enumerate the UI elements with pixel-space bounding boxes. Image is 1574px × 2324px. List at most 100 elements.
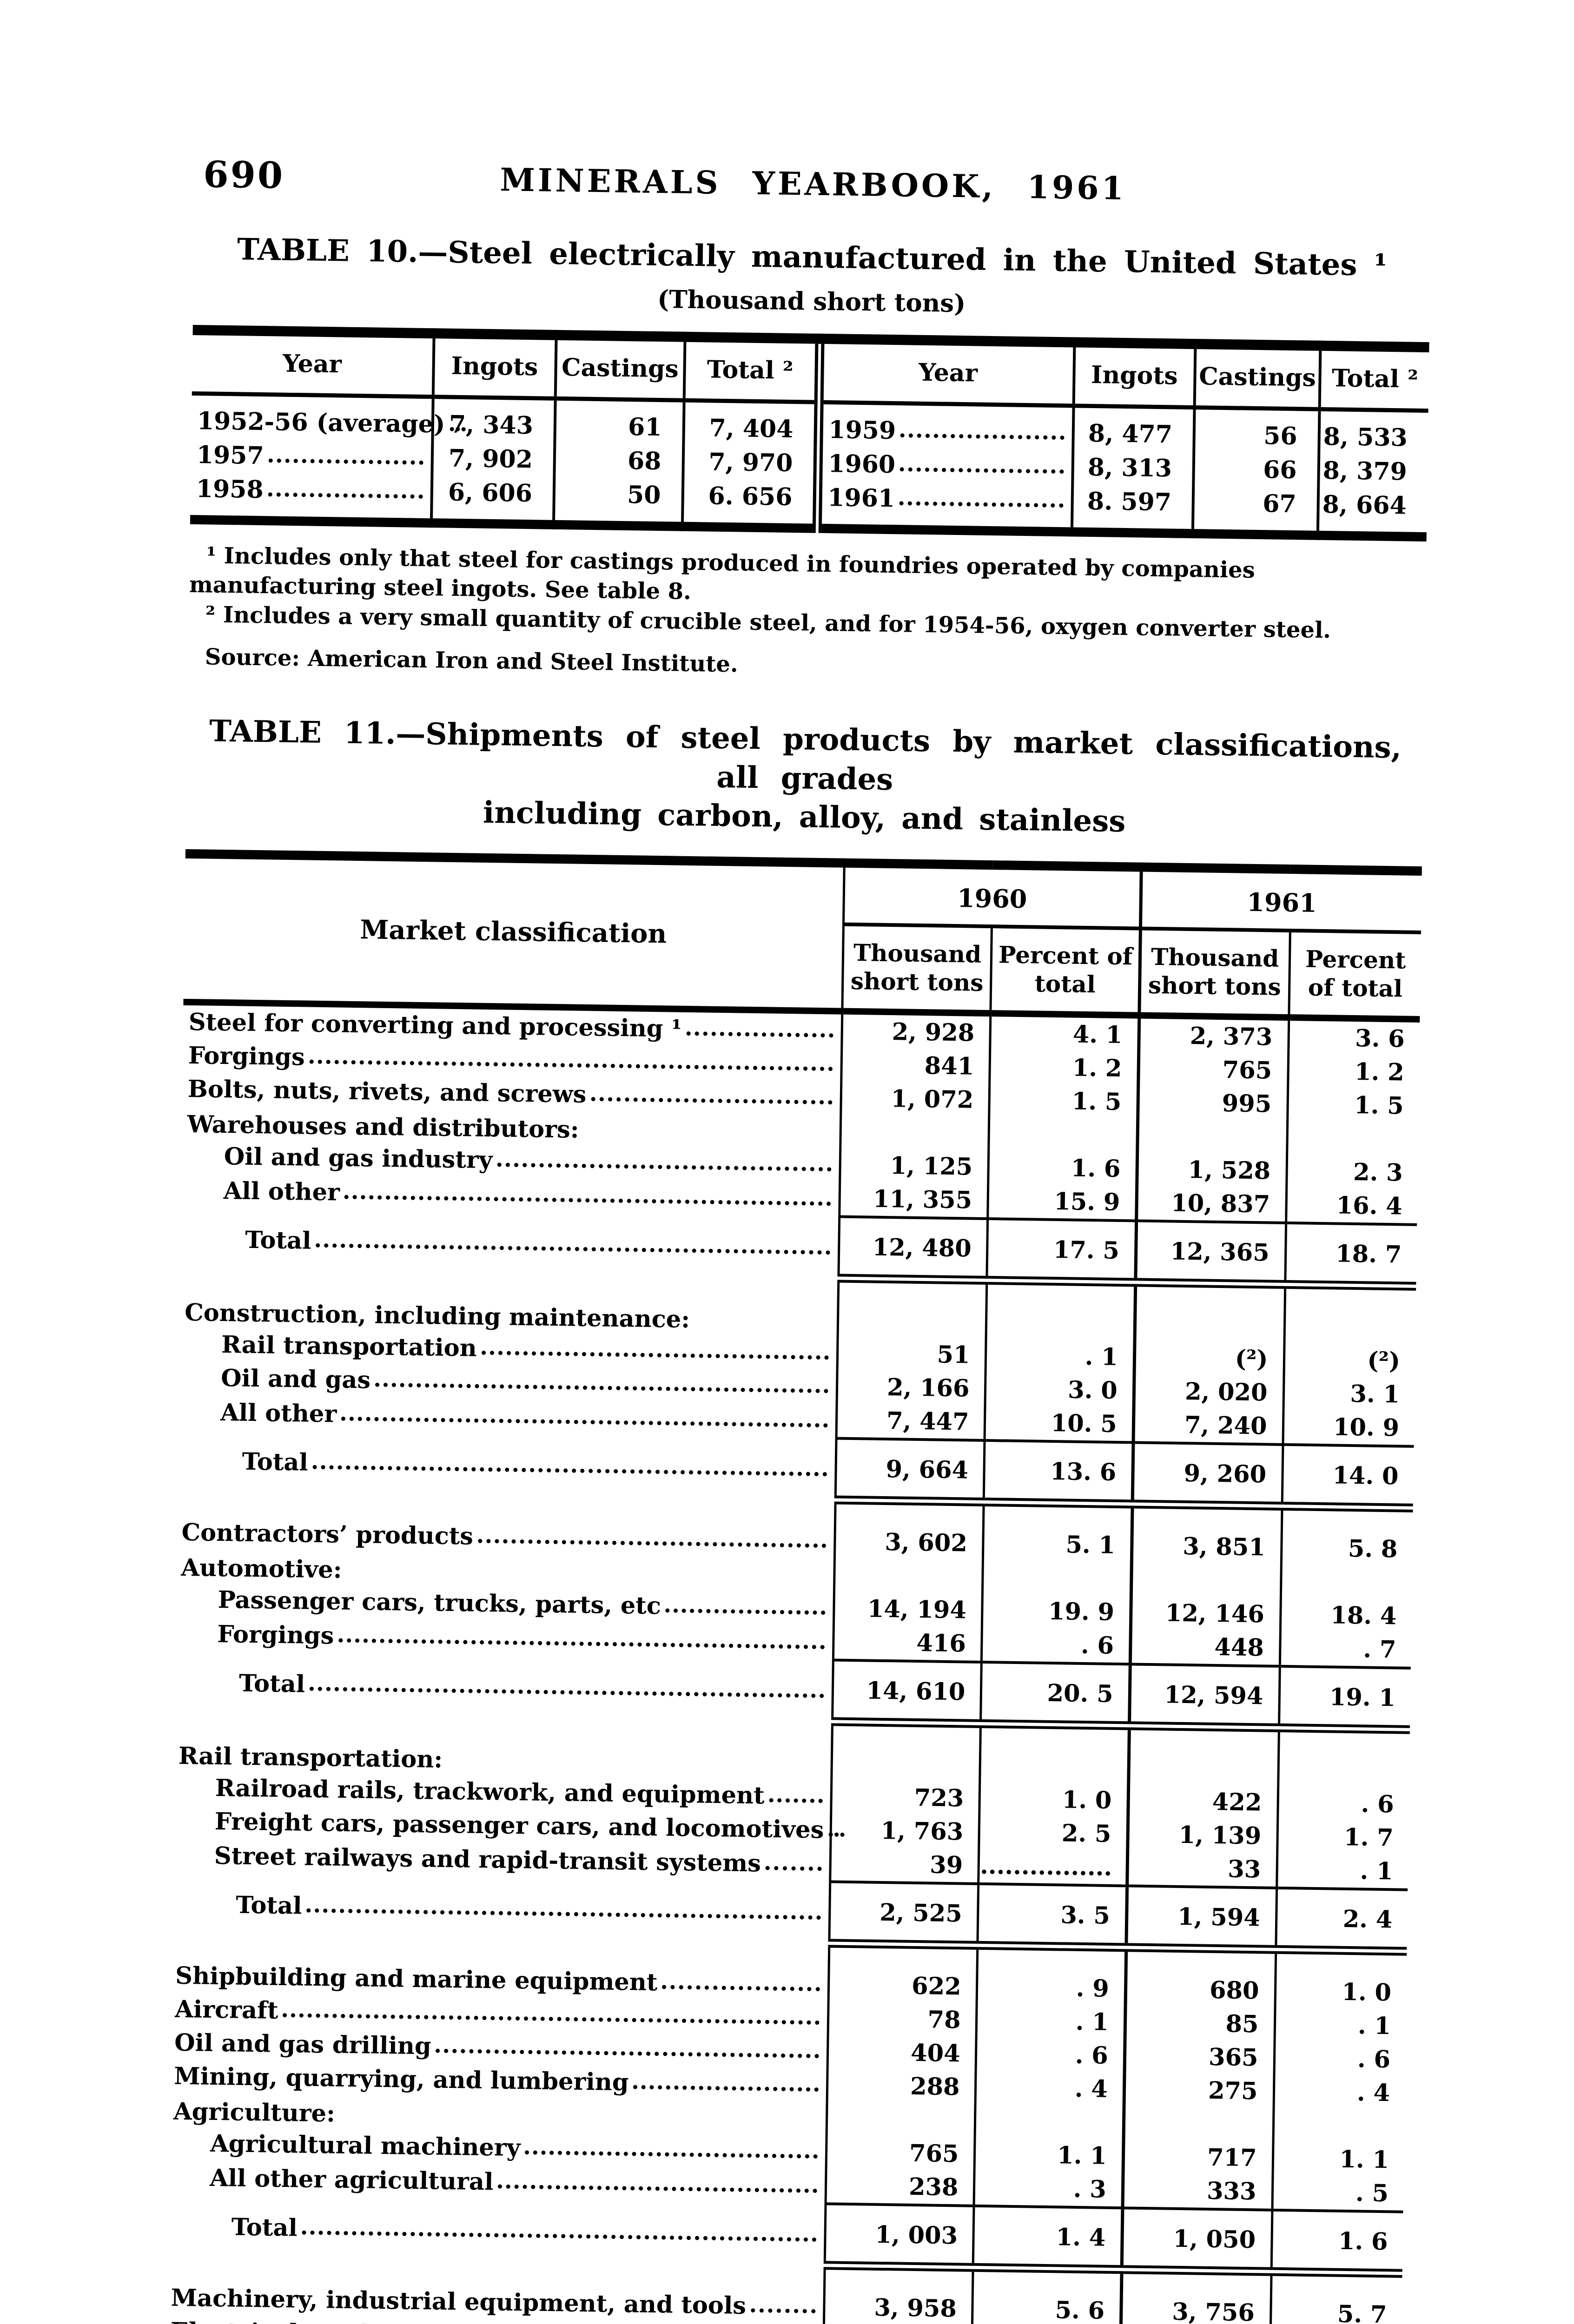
year-label: 1959	[828, 416, 896, 445]
col-header-castings: Castings	[1194, 344, 1321, 409]
dot-leader	[591, 1097, 833, 1105]
double-rule-cell	[1284, 1284, 1416, 1311]
value-cell: 67	[1192, 486, 1319, 535]
value-cell: 288	[827, 2068, 976, 2104]
empty-cell	[1123, 2106, 1274, 2142]
value-cell: 2, 525	[829, 1882, 979, 1946]
value-cell: . 6	[976, 2037, 1125, 2073]
value-cell: 3, 958	[824, 2290, 973, 2324]
row-label-cell: Total	[166, 2195, 826, 2265]
value-cell: . 6	[1274, 2041, 1406, 2077]
row-label-cell: Total	[179, 1208, 839, 1278]
value-cell: 2, 928	[842, 1011, 991, 1050]
value-cell: 3, 602	[834, 1525, 984, 1560]
value-cell: 8, 533	[1319, 409, 1429, 456]
empty-cell	[1280, 1564, 1412, 1600]
value-cell: 275	[1124, 2073, 1274, 2108]
double-rule-cell	[1135, 1282, 1285, 1309]
dot-leader	[268, 458, 423, 465]
value-cell: 3. 1	[1283, 1376, 1415, 1412]
value-cell: 995	[1138, 1085, 1288, 1122]
double-rule-cell	[1281, 1506, 1413, 1533]
value-cell: . 6	[1277, 1786, 1409, 1822]
col-group-1960: 1960	[843, 863, 1141, 929]
value-cell: 61	[555, 398, 684, 445]
value-cell: 1, 763	[831, 1813, 980, 1849]
value-cell: 1. 0	[1275, 1974, 1407, 2010]
table-10: Year Ingots Castings Total ² Year Ingots…	[190, 324, 1429, 542]
table10-footnotes: ¹ Includes only that steel for castings …	[188, 541, 1426, 689]
double-rule-cell	[977, 1945, 1126, 1973]
year-label: 1957	[196, 441, 265, 470]
row-label: Passenger cars, trucks, parts, etc	[218, 1585, 661, 1620]
value-cell: 19. 9	[982, 1593, 1131, 1630]
value-cell: 13. 6	[984, 1440, 1133, 1504]
row-label: Oil and gas	[220, 1364, 371, 1394]
year-label: 1952-56 (average)	[197, 407, 445, 439]
col-header-castings: Castings	[555, 335, 685, 401]
value-cell: 68	[554, 442, 683, 479]
value-cell: 9, 260	[1132, 1442, 1283, 1506]
empty-cell	[1128, 1750, 1279, 1786]
value-cell: 1. 1	[974, 2137, 1124, 2173]
value-cell: 85	[1124, 2006, 1275, 2041]
value-cell: 11, 355	[839, 1182, 989, 1219]
row-label: Agricultural machinery	[210, 2129, 521, 2162]
value-cell: 20. 5	[980, 1662, 1130, 1726]
col-header-total: Total ²	[1319, 345, 1429, 411]
col-header-percent-of-total: Percent of total	[1289, 931, 1421, 1019]
year-label-cell: 1957	[191, 438, 432, 475]
value-cell: 723	[831, 1780, 980, 1816]
row-label: Forgings	[188, 1041, 305, 1071]
value-cell: 1. 4	[973, 2205, 1123, 2270]
running-head-title: MINERALS YEARBOOK, 1961	[499, 161, 1127, 207]
double-rule-cell	[832, 1721, 981, 1749]
dot-leader	[497, 1162, 832, 1172]
value-cell: . 5	[1272, 2175, 1404, 2212]
double-rule-cell	[1278, 1728, 1410, 1755]
double-rule-cell	[980, 1723, 1130, 1751]
dot-leader	[283, 2013, 820, 2025]
value-cell: . 4	[975, 2070, 1124, 2106]
year-label: 1960	[827, 449, 896, 479]
row-label: Total	[245, 1226, 311, 1255]
value-cell: 8, 313	[1072, 450, 1194, 486]
value-cell: 1, 594	[1126, 1886, 1277, 1950]
double-rule-cell	[986, 1280, 1136, 1307]
row-label: Freight cars, passenger cars, and locomo…	[214, 1807, 824, 1844]
value-cell: 12, 480	[839, 1216, 988, 1281]
row-label: Machinery, industrial equipment, and too…	[171, 2284, 747, 2320]
empty-cell	[834, 1558, 983, 1594]
value-cell: 680	[1125, 1972, 1276, 2008]
value-cell: 3. 5	[978, 1883, 1127, 1948]
value-cell: 19. 1	[1278, 1666, 1411, 1730]
dot-leader	[309, 1059, 833, 1071]
col-header-total: Total ²	[684, 337, 820, 403]
year-label-cell: 1960	[817, 446, 1073, 484]
empty-cell	[980, 1748, 1129, 1784]
row-label: All other	[220, 1398, 337, 1428]
row-label: All other agricultural	[209, 2164, 494, 2196]
table11-header-row-years: Market classification 1960 1961	[183, 853, 1422, 1011]
dot-leader	[765, 1865, 822, 1871]
empty-cell	[827, 2102, 976, 2138]
table11-body: Steel for converting and processing ¹ 2, …	[158, 1002, 1420, 2324]
value-cell: . 7	[1279, 1631, 1411, 1668]
value-cell: 416	[833, 1625, 982, 1662]
row-label: Oil and gas industry	[224, 1142, 493, 1175]
value-cell: 765	[1138, 1052, 1289, 1088]
value-cell: 14. 0	[1282, 1444, 1414, 1508]
value-cell: 12, 146	[1131, 1596, 1281, 1631]
dot-leader	[316, 1243, 831, 1255]
row-label-cell: Total	[177, 1429, 836, 1500]
row-label: Rail transportation:	[178, 1742, 443, 1774]
double-rule-cell	[1129, 1725, 1279, 1753]
row-label: Contractors’ products	[181, 1518, 474, 1551]
value-cell: 1, 072	[841, 1081, 990, 1117]
value-cell: 1, 139	[1127, 1817, 1278, 1853]
dot-leader	[436, 2048, 820, 2059]
value-cell: 3, 756	[1121, 2294, 1271, 2324]
dot-leader	[338, 1638, 825, 1649]
dot-leader	[309, 1687, 825, 1698]
value-cell: 841	[841, 1048, 991, 1084]
